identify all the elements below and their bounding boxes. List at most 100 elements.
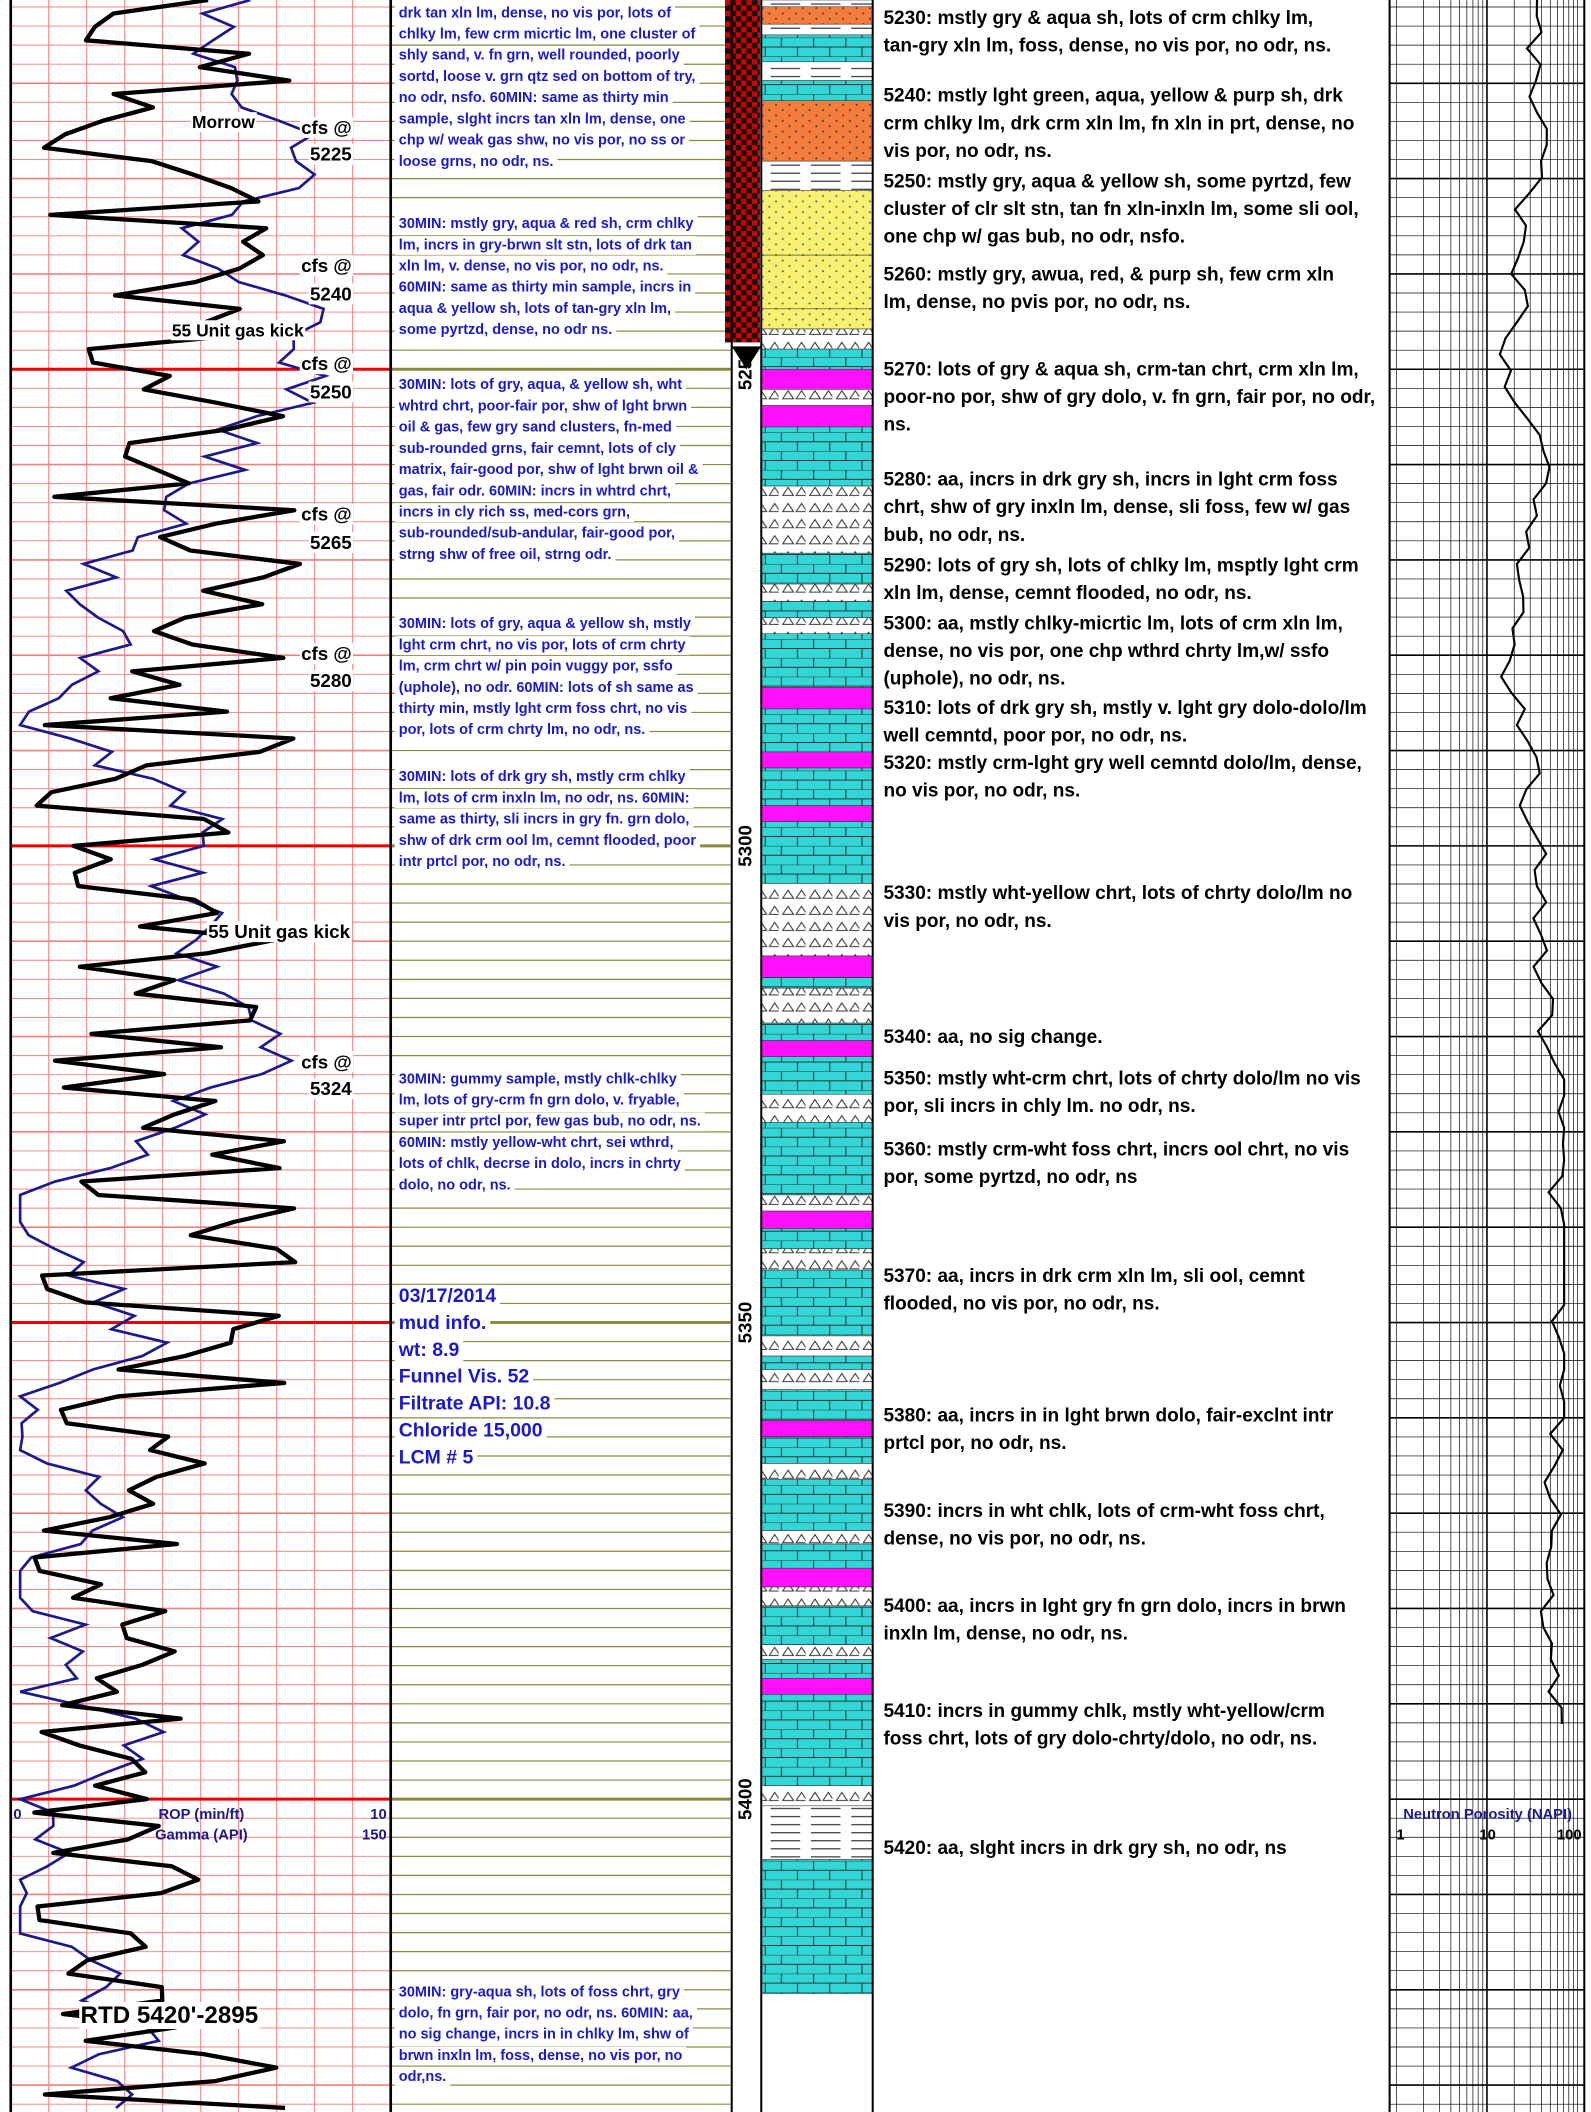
note-bg (394, 1176, 515, 1195)
description-line: one chp w/ gas bub, no odr, nsfo. (883, 227, 1185, 248)
lithology-band (760, 1056, 873, 1095)
note-bg (394, 789, 694, 809)
annotation: 5324 (310, 1078, 352, 1099)
lithology-band (760, 308, 873, 330)
label-bg (308, 1078, 354, 1100)
note-line: 30MIN: lots of drk gry sh, mstly crm chl… (399, 769, 686, 785)
note-bg (394, 1311, 491, 1336)
depth-marker (731, 346, 762, 370)
note-line: sortd, loose v. grn qtz sed on bottom of… (399, 69, 696, 85)
annotation: cfs @ (301, 504, 352, 525)
mud-info: wt: 8.9 (398, 1339, 460, 1361)
description-line: inxln lm, v. dense, no odr, ns. (883, 0, 1147, 2)
note-line: lght crm chrt, no vis por, lots of crm c… (399, 637, 686, 653)
annotation: RTD 5420'-2895 (81, 2002, 259, 2029)
lithology-band (760, 405, 873, 428)
note-line: 30MIN: lots of gry, aqua, & yellow sh, w… (399, 377, 682, 393)
description-line: 5320: mstly crm-lght gry well cemntd dol… (883, 753, 1361, 774)
note-bg (394, 320, 617, 340)
label-bg (299, 1051, 354, 1073)
description-line: 5280: aa, incrs in drk gry sh, incrs in … (883, 470, 1337, 491)
note-line: dolo, no odr, ns. (399, 1177, 511, 1193)
annotation: cfs @ (301, 353, 352, 374)
note-line: lots of chlk, decrse in dolo, incrs in c… (399, 1156, 681, 1172)
note-line: brwn inxln lm, foss, dense, no vis por, … (399, 2048, 683, 2064)
description-line: 5410: incrs in gummy chlk, mstly wht-yel… (883, 1701, 1324, 1722)
note-line: sample, slght incrs tan xln lm, dense, o… (399, 111, 686, 127)
description-line: 5300: aa, mstly chlky-micrtic lm, lots o… (883, 613, 1342, 634)
lithology-band (760, 80, 873, 101)
description-line: tan-gry xln lm, foss, dense, no vis por,… (883, 35, 1331, 56)
lithology-band (760, 1093, 873, 1123)
gas-strip (725, 0, 760, 343)
label-bg (299, 353, 354, 375)
label-bg (79, 2002, 260, 2030)
track-header: Neutron Porosity (NAPI) (1403, 1807, 1572, 1823)
lithology-band (760, 160, 873, 191)
neutron-curve (1498, 0, 1566, 1724)
lithology-band (760, 883, 873, 957)
description-line: chrt, shw of gry inxln lm, dense, sli fo… (883, 497, 1350, 518)
lithology-band (760, 1369, 873, 1390)
track-header: 150 (362, 1827, 387, 1843)
description-line: ns. (883, 415, 911, 436)
lithology-band (760, 61, 873, 81)
gamma-curve (15, 0, 330, 2109)
note-bg (394, 1112, 705, 1132)
mud-info: Funnel Vis. 52 (399, 1366, 530, 1388)
lithology-band (760, 23, 873, 36)
note-bg (394, 46, 684, 66)
description-line: 5350: mstly wht-crm chrt, lots of chrty … (883, 1069, 1360, 1090)
annotation: 5225 (310, 144, 352, 165)
lithology-band (760, 583, 873, 602)
lithology-band (760, 426, 873, 487)
description-line: prtcl por, no odr, ns. (883, 1433, 1066, 1454)
depth-label: 5350 (734, 1302, 755, 1344)
note-line: lm, incrs in gry-brwn slt stn, lots of d… (399, 237, 692, 253)
description-line: 5360: mstly crm-wht foss chrt, incrs ool… (883, 1140, 1349, 1161)
note-bg (394, 699, 692, 719)
description-line: 5250: mstly gry, aqua & yellow sh, some … (883, 172, 1351, 193)
description-line: flooded, no vis por, no odr, ns. (883, 1293, 1159, 1314)
lithology-band (760, 1389, 873, 1421)
annotation: cfs @ (301, 117, 352, 138)
label-bg (190, 112, 257, 133)
note-bg (394, 278, 696, 298)
description-line: no vis por, no odr, ns. (883, 781, 1080, 802)
note-bg (394, 88, 673, 108)
note-line: matrix, fair-good por, shw of lght brwn … (399, 462, 699, 478)
note-line: lm, crm chrt w/ pin poin vuggy por, ssfo (399, 659, 673, 675)
description-line: dense, no vis por, no odr, ns. (883, 1528, 1145, 1549)
note-bg (394, 299, 676, 319)
lithology-band (760, 389, 873, 406)
note-bg (394, 375, 687, 395)
note-bg (394, 2067, 451, 2087)
lithology-band (760, 633, 873, 688)
note-line: dolo, fn grn, fair por, no odr, ns. 60MI… (399, 2006, 693, 2022)
lithology-band (760, 1530, 873, 1545)
lithology-band (760, 254, 873, 310)
lithology-band (760, 1269, 873, 1337)
lithology-band (760, 0, 873, 8)
note-line: sub-rounded/sub-andular, fair-good por, (399, 526, 675, 542)
track-header: 1 (1396, 1827, 1404, 1843)
track-header: 0 (13, 1807, 21, 1823)
lithology-band (760, 1335, 873, 1357)
lithology-band (760, 601, 873, 618)
note-line: same as thirty, sli incrs in gry fn. grn… (399, 812, 690, 828)
note-bg (394, 852, 570, 872)
description-line: 5310: lots of drk gry sh, mstly v. lght … (883, 698, 1366, 719)
note-bg (394, 2025, 693, 2045)
track-header: 10 (370, 1807, 386, 1823)
description-line: 5290: lots of gry sh, lots of chlky lm, … (883, 556, 1358, 577)
note-line: thirty min, mstly lght crm foss chrt, no… (399, 701, 687, 717)
label-bg (206, 921, 352, 943)
note-bg (394, 482, 676, 501)
note-bg (394, 25, 700, 45)
note-bg (394, 1070, 681, 1089)
lithology-band (760, 552, 873, 585)
lithology-band (760, 1040, 873, 1057)
description-line: bub, no odr, ns. (883, 525, 1025, 546)
